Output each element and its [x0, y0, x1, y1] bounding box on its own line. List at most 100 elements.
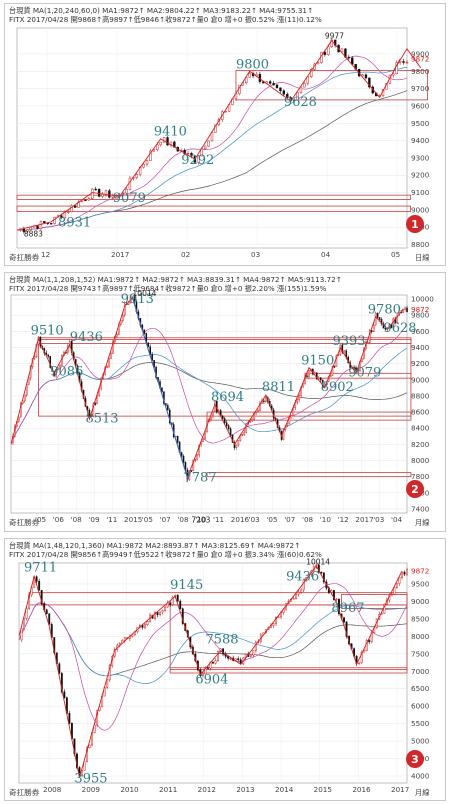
candle-body	[368, 640, 371, 643]
candle-body	[249, 420, 251, 423]
ma-mid-line	[18, 602, 408, 684]
candle-body	[272, 83, 275, 86]
candle-body	[161, 387, 163, 393]
x-tick-label: '05	[142, 515, 153, 524]
x-tick-label: '05	[35, 515, 46, 524]
level-annotation: 8811	[262, 380, 295, 395]
candle-body	[156, 612, 159, 615]
candle-body	[223, 418, 226, 423]
y-tick-label: 8000	[411, 456, 430, 465]
range-box	[341, 594, 408, 609]
level-annotation: 8694	[211, 390, 244, 405]
candle-body	[111, 195, 114, 198]
candle-body	[167, 405, 169, 411]
candle-body	[186, 152, 190, 155]
candle-body	[154, 612, 156, 619]
candle-body	[197, 155, 200, 163]
candle-body	[384, 327, 387, 330]
level-annotation: 9079	[348, 366, 381, 381]
range-box	[16, 194, 411, 200]
level-annotation: 8883	[24, 230, 43, 239]
candle-body	[390, 593, 393, 596]
candle-body	[331, 366, 334, 376]
candle-body	[123, 303, 126, 316]
candle-body	[60, 673, 63, 693]
candle-body	[405, 61, 409, 64]
candle-body	[310, 69, 313, 78]
candle-body	[90, 415, 93, 417]
x-tick-label: '10	[195, 515, 207, 524]
candle-body	[222, 648, 225, 655]
candle-body	[48, 613, 51, 625]
candle-body	[45, 609, 48, 614]
candle-body	[254, 641, 257, 651]
x-axis-period-label: 月線	[415, 788, 429, 797]
candle-body	[296, 92, 299, 101]
candle-body	[35, 576, 38, 582]
level-annotation: 7588	[205, 632, 238, 647]
candle-body	[320, 571, 323, 574]
ma-short-line	[18, 583, 408, 731]
candle-body	[142, 163, 145, 168]
candle-body	[53, 371, 55, 377]
level-annotation: 9150	[301, 353, 334, 368]
x-axis-caption: 奇扛勝券	[9, 517, 40, 527]
candle-body	[251, 419, 253, 422]
candle-body	[363, 650, 366, 653]
ma-short-line	[16, 55, 408, 231]
x-tick-label: '12	[338, 515, 349, 524]
candle-body	[121, 315, 124, 321]
wave-zigzag-line	[10, 297, 404, 480]
candle-body	[60, 215, 63, 219]
candle-body	[255, 411, 257, 414]
x-tick-label: 2010	[120, 785, 139, 794]
level-annotation: 9711	[24, 561, 57, 576]
candle-body	[84, 199, 87, 202]
y-tick-label: 10000	[411, 295, 434, 304]
candle-body	[121, 192, 125, 196]
candle-body	[20, 627, 23, 641]
plot-area	[16, 27, 408, 249]
candle-body	[47, 354, 50, 357]
candle-body	[296, 399, 299, 403]
x-tick-label: '03	[373, 515, 384, 524]
candle-body	[108, 665, 111, 681]
candle-body	[343, 617, 345, 623]
candle-body	[237, 440, 240, 446]
candle-body	[143, 329, 146, 334]
panel-number-text: 2	[411, 483, 419, 496]
candle-body	[164, 606, 167, 611]
y-tick-label: 7800	[411, 472, 430, 481]
candle-body	[392, 318, 395, 328]
x-axis-period-label: 月線	[415, 518, 429, 527]
x-tick-label: '06	[53, 515, 65, 524]
y-tick-label: 8800	[411, 391, 430, 400]
candle-body	[401, 571, 403, 578]
range-box	[206, 411, 412, 421]
x-tick-label: '08	[71, 515, 83, 524]
candle-body	[147, 342, 150, 348]
x-tick-label: 2009	[82, 785, 101, 794]
y-tick-label: 9400	[411, 136, 430, 145]
y-tick-label: 4000	[411, 772, 430, 781]
candle-body	[171, 596, 174, 605]
chart-header-quote: FITX 2017/04/28 開9743↑高9897↑低9684↑收9872↑…	[9, 284, 327, 293]
level-annotation: 8513	[85, 412, 118, 427]
x-tick-label: 2015	[124, 515, 142, 524]
candle-body	[229, 428, 232, 436]
candle-body	[355, 367, 357, 370]
candle-body	[319, 377, 322, 381]
candle-body	[396, 315, 398, 324]
candle-body	[159, 611, 162, 615]
level-annotation: 9410	[154, 124, 187, 139]
candle-body	[272, 623, 275, 626]
level-annotation: 9510	[31, 324, 64, 339]
candle-body	[327, 46, 330, 55]
x-axis-caption: 奇扛勝券	[9, 252, 40, 262]
y-tick-label: 8400	[411, 424, 430, 433]
candle-body	[196, 454, 199, 460]
candle-body	[33, 356, 36, 359]
candle-body	[119, 320, 122, 325]
candle-body	[376, 312, 379, 318]
decline-trendline	[132, 297, 188, 478]
